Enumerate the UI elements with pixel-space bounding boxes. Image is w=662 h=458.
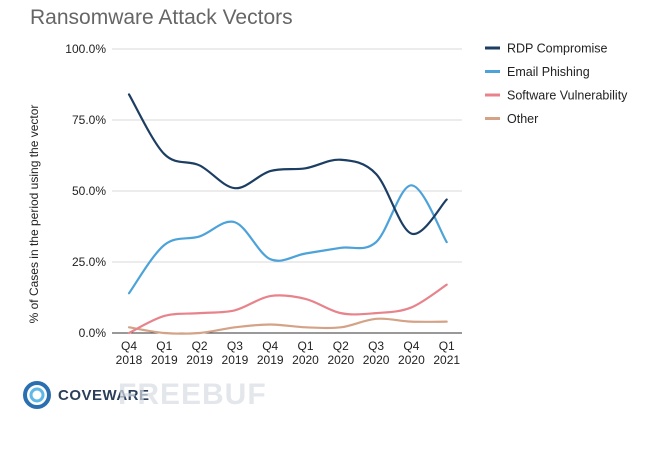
coveware-logo: COVEWARE <box>22 378 150 412</box>
series-lines <box>127 93 448 335</box>
chart-title: Ransomware Attack Vectors <box>30 6 293 29</box>
x-tick-label-line: 2019 <box>186 353 213 367</box>
y-axis-ticks: 100.0% 75.0% 50.0% 25.0% 0.0% <box>65 42 106 340</box>
legend-item-other: Other <box>485 112 538 126</box>
legend-label: Email Phishing <box>507 65 590 79</box>
x-tick-label-line: Q2 <box>333 339 349 353</box>
x-tick-label-line: Q1 <box>156 339 172 353</box>
x-axis-ticks: Q42018Q12019Q22019Q32019Q42019Q12020Q220… <box>116 339 461 367</box>
x-tick-label-line: 2019 <box>222 353 249 367</box>
legend-item-rdp-compromise: RDP Compromise <box>485 42 608 56</box>
watermark: FREEBUF <box>118 378 267 411</box>
x-tick-label-line: Q1 <box>297 339 313 353</box>
x-tick-label-line: Q4 <box>121 339 137 353</box>
y-tick-label: 100.0% <box>65 42 106 56</box>
x-tick-label-line: 2019 <box>151 353 178 367</box>
y-axis-label: % of Cases in the period using the vecto… <box>27 105 41 324</box>
legend: RDP Compromise Email Phishing Software Vul… <box>485 42 628 126</box>
logo-text: COVEWARE <box>58 386 150 404</box>
x-tick-label-line: Q4 <box>403 339 419 353</box>
x-tick-label-line: 2019 <box>257 353 284 367</box>
y-tick-label: 0.0% <box>79 326 107 340</box>
series-line-rdp-compromise <box>127 93 448 235</box>
legend-item-email-phishing: Email Phishing <box>485 65 590 79</box>
series-line-other <box>127 317 448 335</box>
legend-item-software-vulnerability: Software Vulnerability <box>485 89 628 103</box>
y-tick-label: 25.0% <box>72 255 106 269</box>
y-tick-label: 75.0% <box>72 113 106 127</box>
legend-label: RDP Compromise <box>507 42 608 56</box>
x-tick-label-line: 2018 <box>116 353 143 367</box>
coveware-ring-icon <box>23 381 51 409</box>
x-tick-label-line: 2020 <box>327 353 354 367</box>
x-tick-label-line: 2020 <box>363 353 390 367</box>
legend-label: Other <box>507 112 538 126</box>
gridlines <box>112 48 462 334</box>
x-tick-label-line: Q4 <box>262 339 278 353</box>
x-tick-label-line: Q2 <box>192 339 208 353</box>
series-line-software-vulnerability <box>127 283 448 335</box>
series-line-email-phishing <box>127 184 448 295</box>
x-tick-label-line: Q3 <box>227 339 243 353</box>
x-tick-label-line: 2021 <box>433 353 460 367</box>
x-tick-label-line: 2020 <box>398 353 425 367</box>
y-tick-label: 50.0% <box>72 184 106 198</box>
x-tick-label-line: 2020 <box>292 353 319 367</box>
x-tick-label-line: Q1 <box>439 339 455 353</box>
x-tick-label-line: Q3 <box>368 339 384 353</box>
legend-label: Software Vulnerability <box>507 89 628 103</box>
